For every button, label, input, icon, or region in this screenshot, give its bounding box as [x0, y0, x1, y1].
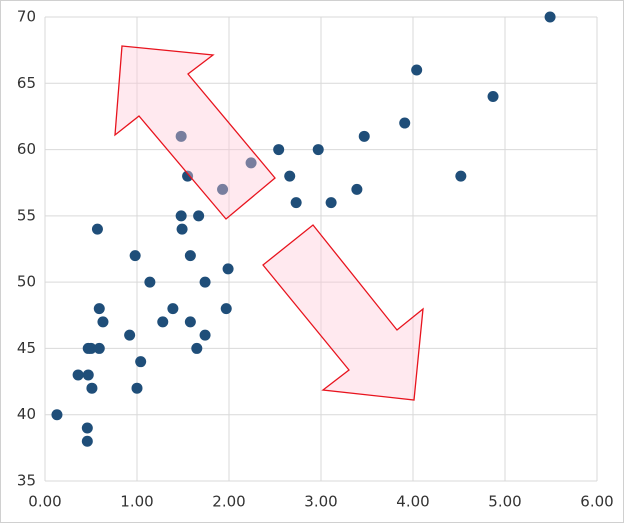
- data-point: [85, 342, 97, 354]
- data-point: [325, 197, 337, 209]
- data-point: [175, 130, 187, 142]
- y-tick-label: 60: [17, 140, 36, 158]
- data-point: [191, 342, 203, 354]
- y-tick-label: 40: [17, 405, 36, 423]
- y-tick-label: 70: [17, 8, 36, 26]
- data-point: [220, 303, 232, 315]
- x-tick-label: 0.00: [28, 493, 61, 511]
- data-point: [487, 91, 499, 103]
- x-tick-label: 3.00: [304, 493, 337, 511]
- x-tick-label: 6.00: [580, 493, 613, 511]
- x-tick-label: 1.00: [120, 493, 153, 511]
- data-point: [93, 342, 105, 354]
- x-tick-label: 2.00: [212, 493, 245, 511]
- data-point: [135, 356, 147, 368]
- data-point: [131, 382, 143, 394]
- data-point: [175, 210, 187, 222]
- data-point: [157, 316, 169, 328]
- data-point: [199, 276, 211, 288]
- data-point: [399, 117, 411, 129]
- data-point: [351, 183, 363, 195]
- data-point: [199, 329, 211, 341]
- y-tick-label: 35: [17, 472, 36, 490]
- data-point: [129, 250, 141, 262]
- arrow-down-right: [262, 224, 424, 401]
- y-tick-label: 55: [17, 206, 36, 224]
- arrow-up-left: [114, 45, 276, 220]
- data-point: [97, 316, 109, 328]
- data-point: [312, 144, 324, 156]
- data-point: [72, 369, 84, 381]
- data-point: [273, 144, 285, 156]
- data-point: [358, 130, 370, 142]
- data-point: [222, 263, 234, 275]
- data-point: [182, 170, 194, 182]
- data-point: [184, 250, 196, 262]
- data-point: [167, 303, 179, 315]
- data-point: [455, 170, 467, 182]
- data-point: [86, 382, 98, 394]
- data-point: [51, 409, 63, 421]
- data-point: [544, 11, 556, 23]
- data-point: [144, 276, 156, 288]
- data-point: [81, 422, 93, 434]
- data-point: [245, 157, 257, 169]
- y-tick-label: 50: [17, 273, 36, 291]
- data-point: [93, 303, 105, 315]
- data-point: [91, 223, 103, 235]
- x-tick-label: 4.00: [396, 493, 429, 511]
- data-point: [217, 183, 229, 195]
- data-point: [176, 223, 188, 235]
- data-point: [124, 329, 136, 341]
- data-point: [193, 210, 205, 222]
- y-tick-label: 65: [17, 74, 36, 92]
- data-point: [284, 170, 296, 182]
- data-point: [81, 435, 93, 447]
- data-point: [82, 369, 94, 381]
- x-tick-label: 5.00: [488, 493, 521, 511]
- y-tick-label: 45: [17, 339, 36, 357]
- data-point: [184, 316, 196, 328]
- data-point: [290, 197, 302, 209]
- data-point: [411, 64, 423, 76]
